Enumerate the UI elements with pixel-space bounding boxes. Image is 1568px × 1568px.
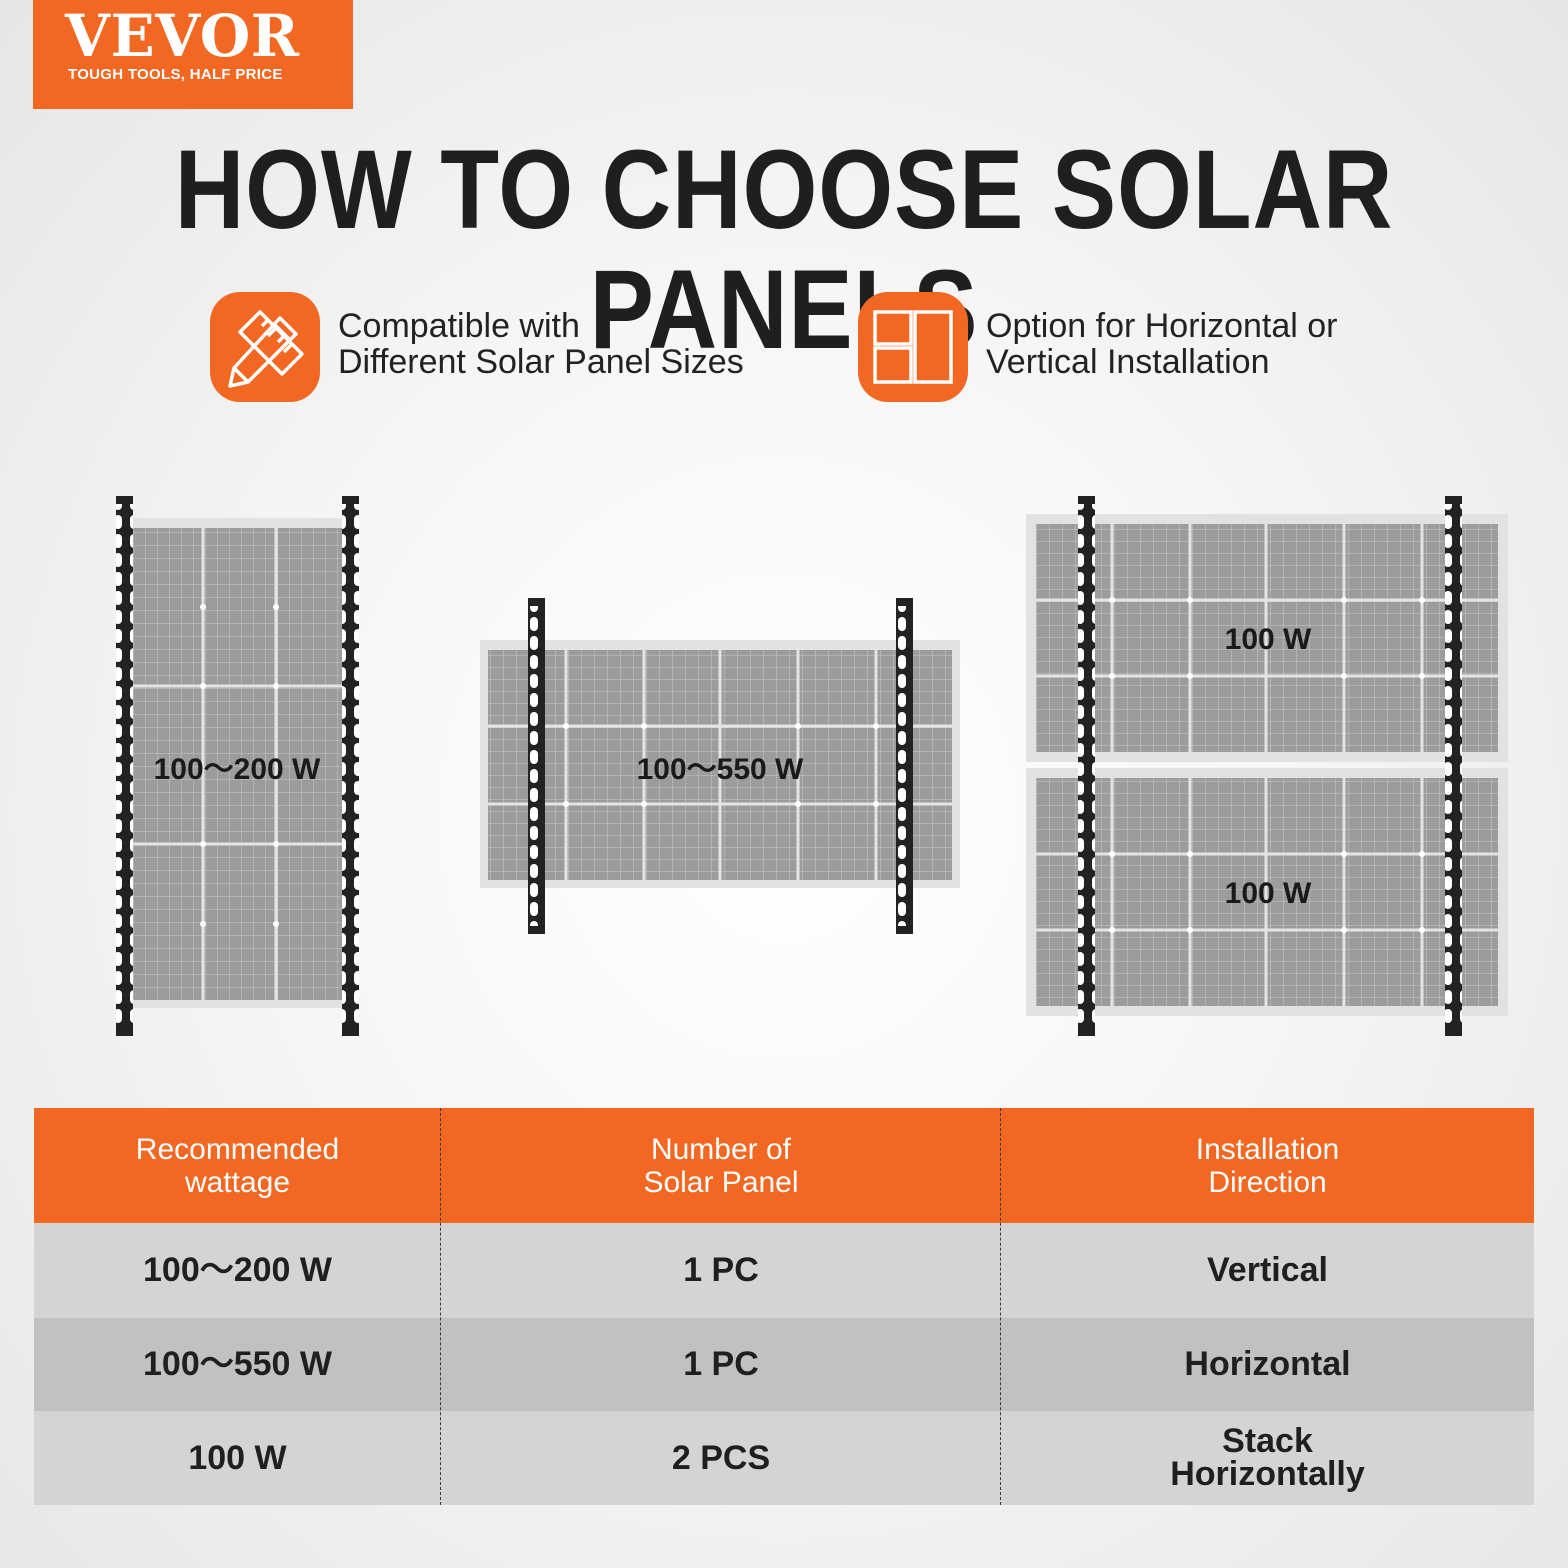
diagram-vertical: 100～200 W [110,494,370,1039]
cell-wattage: 100～200 W [143,1251,332,1289]
diagram-horizontal: 100～550 W [478,596,962,936]
comparison-table: Recommended wattage Number of Solar Panel … [34,1108,1534,1505]
brand-logo: VEVOR TOUGH TOOLS, HALF PRICE [33,0,353,109]
cell-direction: Vertical [1207,1251,1328,1289]
layout-grid-icon [858,292,968,402]
cell-count: 1 PC [683,1251,759,1289]
panel-label: 100 W [1224,623,1312,656]
feature-orientation-text: Option for Horizontal or Vertical Instal… [986,308,1546,380]
table-header: Recommended wattage Number of Solar Panel … [34,1108,1534,1223]
feature-line: Vertical Installation [986,343,1270,381]
cell-direction: Stack Horizontally [1170,1422,1365,1493]
feature-line: Different Solar Panel Sizes [338,343,744,381]
diagram-stacked: 100 W 100 W [1024,494,1512,1039]
brand-tagline: TOUGH TOOLS, HALF PRICE [68,66,283,83]
header-direction: Installation Direction [1195,1132,1340,1199]
cell-direction: Horizontal [1184,1345,1351,1383]
panel-label: 100 W [1224,877,1312,910]
column-divider [1000,1108,1001,1505]
header-wattage: Recommended wattage [135,1132,340,1199]
feature-line: Option for Horizontal or [986,307,1338,345]
table-row: 100～200 W 1 PC Vertical [34,1223,1534,1318]
column-divider [440,1108,441,1505]
feature-compatible-text: Compatible with Different Solar Panel Si… [338,308,898,380]
feature-line: Compatible with [338,307,580,345]
cell-count: 1 PC [683,1345,759,1383]
panel-label: 100～550 W [636,753,804,786]
ruler-pencil-icon [210,292,320,402]
table-row: 100～550 W 1 PC Horizontal [34,1318,1534,1411]
table-row: 100 W 2 PCS Stack Horizontally [34,1411,1534,1505]
header-count: Number of Solar Panel [643,1132,799,1199]
panel-label: 100～200 W [153,753,321,786]
cell-wattage: 100～550 W [143,1345,332,1383]
brand-name: VEVOR [65,2,300,70]
cell-wattage: 100 W [188,1438,287,1477]
cell-count: 2 PCS [671,1438,771,1477]
